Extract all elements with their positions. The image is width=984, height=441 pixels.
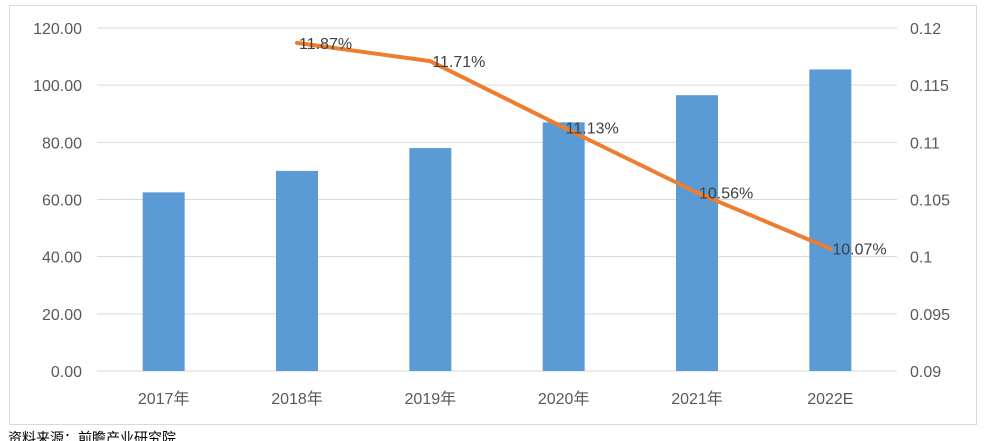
x-tick-label: 2022E bbox=[807, 391, 853, 408]
data-label: 10.07% bbox=[832, 242, 886, 259]
bar bbox=[542, 122, 585, 371]
y-left-tick-label: 80.00 bbox=[42, 135, 82, 152]
y-right-tick-label: 0.115 bbox=[910, 78, 949, 95]
y-right-tick-label: 0.11 bbox=[910, 135, 940, 152]
bar bbox=[409, 148, 452, 371]
y-left-tick-label: 100.00 bbox=[33, 78, 82, 95]
data-label: 11.13% bbox=[566, 120, 619, 137]
y-right-tick-label: 0.095 bbox=[910, 307, 950, 324]
x-tick-label: 2018年 bbox=[271, 390, 323, 408]
data-label: 10.56% bbox=[699, 186, 753, 203]
bar bbox=[276, 170, 318, 371]
y-left-tick-label: 60.00 bbox=[42, 193, 82, 210]
y-left-tick-label: 40.00 bbox=[42, 250, 82, 267]
y-right-tick-label: 0.105 bbox=[910, 193, 950, 210]
y-right-tick-label: 0.12 bbox=[910, 21, 941, 38]
source-note: 资料来源：前瞻产业研究院 bbox=[8, 431, 176, 441]
y-left-tick-label: 20.00 bbox=[42, 307, 82, 324]
line-series bbox=[295, 40, 833, 251]
x-tick-label: 2019年 bbox=[405, 390, 457, 408]
x-tick-label: 2017年 bbox=[138, 390, 190, 408]
y-right-tick-label: 0.1 bbox=[910, 250, 932, 267]
y-left-tick-label: 0.00 bbox=[51, 364, 82, 381]
data-label: 11.71% bbox=[432, 54, 485, 71]
y-right-tick-label: 0.09 bbox=[910, 364, 941, 381]
combo-chart: 0.00 20.00 40.00 60.00 80.00 100.00 120.00 0.09… bbox=[33, 21, 950, 408]
x-tick-label: 2021年 bbox=[671, 390, 723, 408]
bar bbox=[676, 95, 718, 371]
bar bbox=[142, 192, 185, 371]
y-left-tick-label: 120.00 bbox=[33, 21, 82, 38]
x-tick-label: 2020年 bbox=[538, 390, 590, 408]
bar bbox=[809, 69, 852, 371]
data-label: 11.87% bbox=[299, 36, 352, 53]
